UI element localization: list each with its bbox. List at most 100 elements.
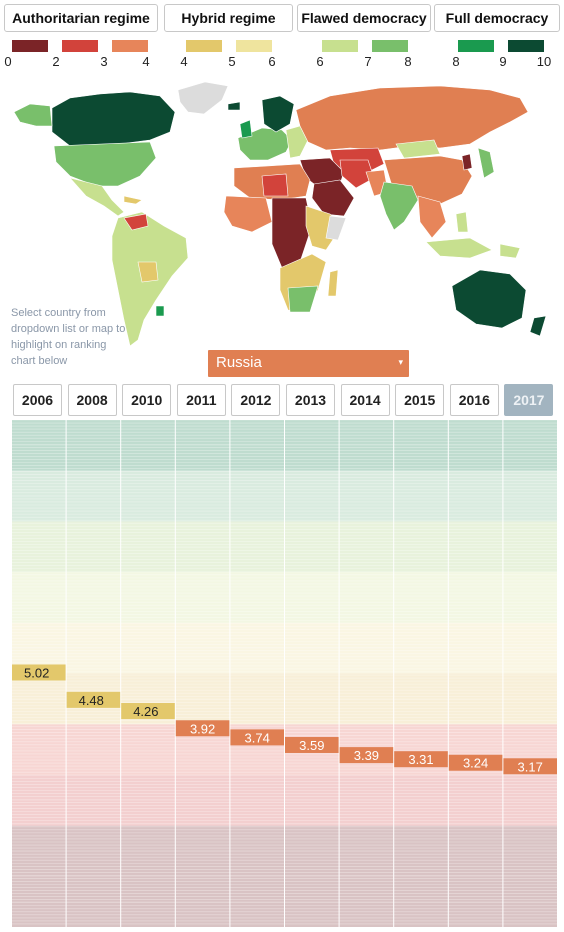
authoritarian-regime-button[interactable]: Authoritarian regime xyxy=(4,4,158,32)
map-southeast-asia[interactable] xyxy=(417,195,447,239)
year-button-2008[interactable]: 2008 xyxy=(67,384,117,416)
map-japan[interactable] xyxy=(477,147,495,179)
map-somalia[interactable] xyxy=(325,215,347,241)
score-band xyxy=(12,546,66,573)
full-democracy-button[interactable]: Full democracy xyxy=(434,4,560,32)
map-new-zealand[interactable] xyxy=(529,315,547,337)
value-marker-2010[interactable]: 4.26 xyxy=(121,703,175,720)
map-uruguay[interactable] xyxy=(155,305,165,317)
legend-number: 4 xyxy=(180,54,188,69)
year-button-2017[interactable]: 2017 xyxy=(504,384,554,416)
score-band xyxy=(66,470,121,497)
map-philippines[interactable] xyxy=(455,211,469,233)
year-button-2011[interactable]: 2011 xyxy=(176,384,226,416)
year-button-2012[interactable]: 2012 xyxy=(231,384,281,416)
score-band xyxy=(12,724,66,750)
map-papua[interactable] xyxy=(499,243,521,259)
value-label: 3.24 xyxy=(463,756,488,771)
score-band xyxy=(448,496,503,522)
value-label: 3.74 xyxy=(245,730,270,745)
map-madagascar[interactable] xyxy=(327,269,339,297)
map-mexico[interactable] xyxy=(69,177,125,217)
score-band xyxy=(285,876,339,902)
map-canada[interactable] xyxy=(51,91,176,147)
map-algeria[interactable] xyxy=(261,173,289,197)
year-button-2014[interactable]: 2014 xyxy=(340,384,390,416)
value-marker-2012[interactable]: 3.74 xyxy=(230,729,284,746)
value-marker-2013[interactable]: 3.59 xyxy=(285,736,339,753)
legend-swatch-1 xyxy=(62,40,98,52)
score-band xyxy=(121,470,175,497)
map-iceland[interactable] xyxy=(227,101,241,111)
score-band xyxy=(448,673,503,699)
map-greenland[interactable] xyxy=(177,81,229,115)
score-band xyxy=(121,648,175,674)
score-band xyxy=(339,496,394,522)
map-russia[interactable] xyxy=(295,85,529,151)
score-band xyxy=(285,420,339,446)
map-south-africa[interactable] xyxy=(287,285,319,313)
map-indonesia[interactable] xyxy=(425,237,493,259)
legend-number: 2 xyxy=(52,54,60,69)
hybrid-regime-button[interactable]: Hybrid regime xyxy=(164,4,293,32)
year-button-2006[interactable]: 2006 xyxy=(13,384,62,416)
year-button-2010[interactable]: 2010 xyxy=(122,384,172,416)
value-marker-2011[interactable]: 3.92 xyxy=(175,720,230,737)
country-dropdown[interactable]: Russia ▾ xyxy=(208,350,409,377)
map-australia[interactable] xyxy=(451,269,527,329)
map-venezuela[interactable] xyxy=(123,213,149,231)
map-caribbean[interactable] xyxy=(123,195,143,205)
year-button-2016[interactable]: 2016 xyxy=(449,384,499,416)
score-band xyxy=(394,800,448,826)
value-marker-2015[interactable]: 3.31 xyxy=(394,751,448,768)
score-band xyxy=(394,901,448,927)
score-band xyxy=(394,420,448,446)
score-band xyxy=(12,850,66,877)
map-west-africa[interactable] xyxy=(223,195,273,233)
score-band xyxy=(394,850,448,877)
flawed-democracy-button[interactable]: Flawed democracy xyxy=(297,4,431,32)
ranking-chart-svg: 5.02 4.48 4.26 3.92 3.74 3.59 3.39 3.31 3.24 3.17 xyxy=(12,419,558,927)
score-band xyxy=(121,597,175,623)
map-iran[interactable] xyxy=(339,159,375,189)
value-marker-2006[interactable]: 5.02 xyxy=(12,664,66,681)
map-mongolia[interactable] xyxy=(395,139,441,159)
legend-swatch-2 xyxy=(112,40,148,52)
score-band xyxy=(230,825,284,851)
map-alaska[interactable] xyxy=(13,103,53,127)
map-scandinavia[interactable] xyxy=(261,95,295,133)
map-india[interactable] xyxy=(379,181,419,231)
map-north-korea[interactable] xyxy=(461,153,473,171)
score-band xyxy=(503,470,557,497)
score-band xyxy=(66,420,121,446)
year-button-2013[interactable]: 2013 xyxy=(286,384,335,416)
score-band xyxy=(285,673,339,699)
value-marker-2016[interactable]: 3.24 xyxy=(448,754,503,771)
score-band xyxy=(121,521,175,547)
score-band xyxy=(12,496,66,522)
value-label: 4.48 xyxy=(79,693,104,708)
score-band xyxy=(448,648,503,674)
map-bolivia[interactable] xyxy=(137,261,159,283)
score-band xyxy=(121,825,175,851)
map-eastern-europe[interactable] xyxy=(285,125,309,159)
score-band xyxy=(230,876,284,902)
map-usa[interactable] xyxy=(53,141,157,187)
map-saudi-arabia[interactable] xyxy=(311,179,355,217)
score-band xyxy=(12,876,66,902)
score-band xyxy=(503,724,557,750)
value-marker-2014[interactable]: 3.39 xyxy=(339,747,394,764)
score-band xyxy=(285,749,339,775)
year-button-2015[interactable]: 2015 xyxy=(395,384,445,416)
score-band xyxy=(285,496,339,522)
value-marker-2008[interactable]: 4.48 xyxy=(66,691,121,708)
value-bar xyxy=(175,720,230,737)
score-band xyxy=(448,470,503,497)
score-band xyxy=(503,800,557,826)
score-band xyxy=(175,648,230,674)
world-map[interactable] xyxy=(0,78,564,348)
legend-swatch-5 xyxy=(322,40,358,52)
map-uk[interactable] xyxy=(239,119,253,139)
value-marker-2017[interactable]: 3.17 xyxy=(503,758,557,775)
score-band xyxy=(503,774,557,801)
